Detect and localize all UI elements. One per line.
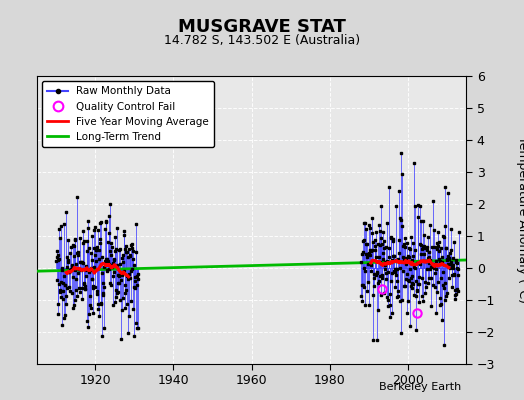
Text: 14.782 S, 143.502 E (Australia): 14.782 S, 143.502 E (Australia)	[164, 34, 360, 47]
Legend: Raw Monthly Data, Quality Control Fail, Five Year Moving Average, Long-Term Tren: Raw Monthly Data, Quality Control Fail, …	[42, 81, 214, 147]
Text: MUSGRAVE STAT: MUSGRAVE STAT	[178, 18, 346, 36]
Y-axis label: Temperature Anomaly (°C): Temperature Anomaly (°C)	[516, 136, 524, 304]
Text: Berkeley Earth: Berkeley Earth	[379, 382, 461, 392]
